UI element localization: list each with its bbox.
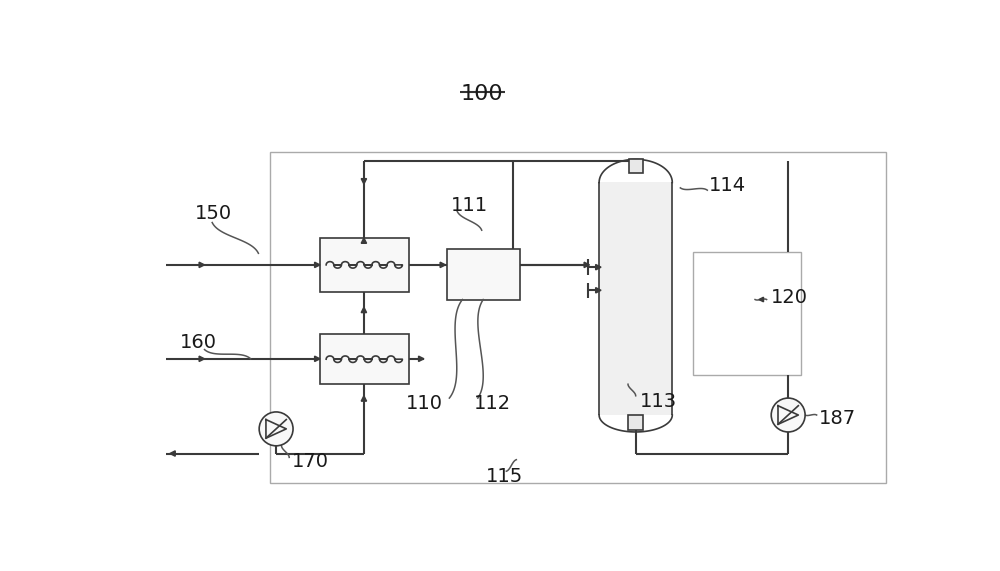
Circle shape [259, 412, 293, 446]
Polygon shape [361, 238, 367, 243]
Text: 112: 112 [474, 394, 511, 413]
Text: 113: 113 [640, 392, 677, 411]
Bar [599, 183, 672, 415]
Circle shape [771, 398, 805, 432]
Bar [270, 152, 886, 482]
Polygon shape [759, 297, 764, 302]
Polygon shape [199, 356, 205, 361]
Polygon shape [440, 262, 446, 268]
Polygon shape [419, 356, 424, 361]
Text: 160: 160 [180, 333, 217, 352]
Text: 170: 170 [292, 452, 329, 471]
Bar [320, 334, 409, 384]
Text: 120: 120 [770, 288, 807, 307]
Bar [629, 159, 643, 173]
Text: 110: 110 [406, 394, 443, 413]
Polygon shape [315, 262, 320, 268]
Text: 100: 100 [460, 84, 503, 104]
Text: 150: 150 [195, 204, 232, 223]
Polygon shape [199, 262, 205, 268]
Polygon shape [584, 262, 590, 268]
Text: 115: 115 [486, 467, 523, 486]
Polygon shape [170, 451, 175, 456]
Polygon shape [361, 307, 367, 312]
Text: 114: 114 [709, 176, 746, 195]
Polygon shape [596, 288, 601, 293]
Text: 187: 187 [819, 409, 856, 428]
Polygon shape [361, 396, 367, 401]
Bar [320, 238, 409, 292]
Bar [447, 250, 520, 300]
Text: 111: 111 [451, 196, 488, 215]
Bar [628, 415, 643, 431]
Bar [693, 252, 801, 375]
Polygon shape [361, 179, 367, 184]
Polygon shape [315, 356, 320, 361]
Polygon shape [596, 264, 601, 270]
